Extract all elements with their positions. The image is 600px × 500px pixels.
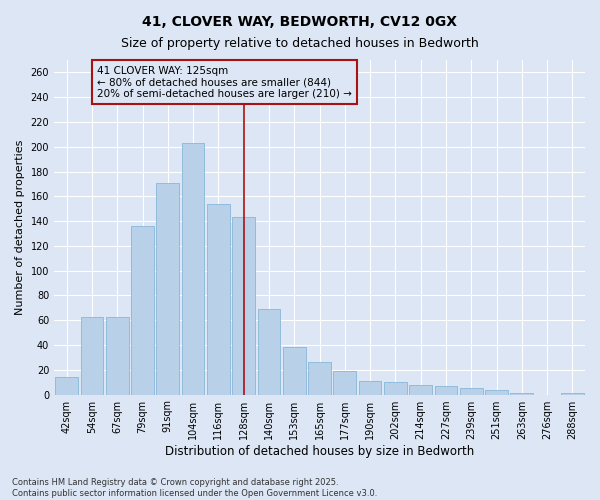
Bar <box>106 316 128 394</box>
Bar <box>80 316 103 394</box>
Bar <box>283 348 305 395</box>
Bar <box>182 143 205 395</box>
Text: 41 CLOVER WAY: 125sqm
← 80% of detached houses are smaller (844)
20% of semi-det: 41 CLOVER WAY: 125sqm ← 80% of detached … <box>97 66 352 99</box>
Text: Contains HM Land Registry data © Crown copyright and database right 2025.
Contai: Contains HM Land Registry data © Crown c… <box>12 478 377 498</box>
Y-axis label: Number of detached properties: Number of detached properties <box>15 140 25 315</box>
Bar <box>409 384 432 394</box>
Bar <box>232 218 255 394</box>
Bar <box>460 388 482 394</box>
Bar <box>131 226 154 394</box>
Bar <box>207 204 230 394</box>
Bar <box>334 371 356 394</box>
Bar <box>308 362 331 394</box>
Bar <box>485 390 508 394</box>
Bar <box>359 381 382 394</box>
X-axis label: Distribution of detached houses by size in Bedworth: Distribution of detached houses by size … <box>165 444 474 458</box>
Text: Size of property relative to detached houses in Bedworth: Size of property relative to detached ho… <box>121 38 479 51</box>
Bar <box>55 377 78 394</box>
Bar <box>434 386 457 394</box>
Bar <box>257 309 280 394</box>
Bar <box>157 182 179 394</box>
Text: 41, CLOVER WAY, BEDWORTH, CV12 0GX: 41, CLOVER WAY, BEDWORTH, CV12 0GX <box>143 15 458 29</box>
Bar <box>384 382 407 394</box>
